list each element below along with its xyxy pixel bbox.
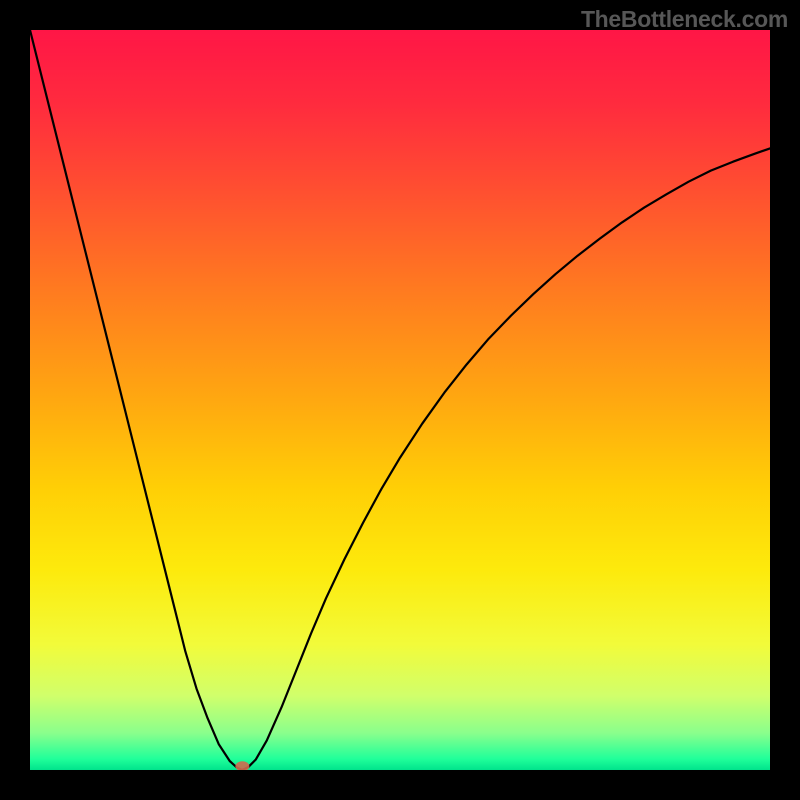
watermark-text: TheBottleneck.com xyxy=(581,6,788,33)
gradient-background xyxy=(30,30,770,770)
bottleneck-curve-chart xyxy=(30,30,770,770)
chart-plot-area xyxy=(30,30,770,770)
